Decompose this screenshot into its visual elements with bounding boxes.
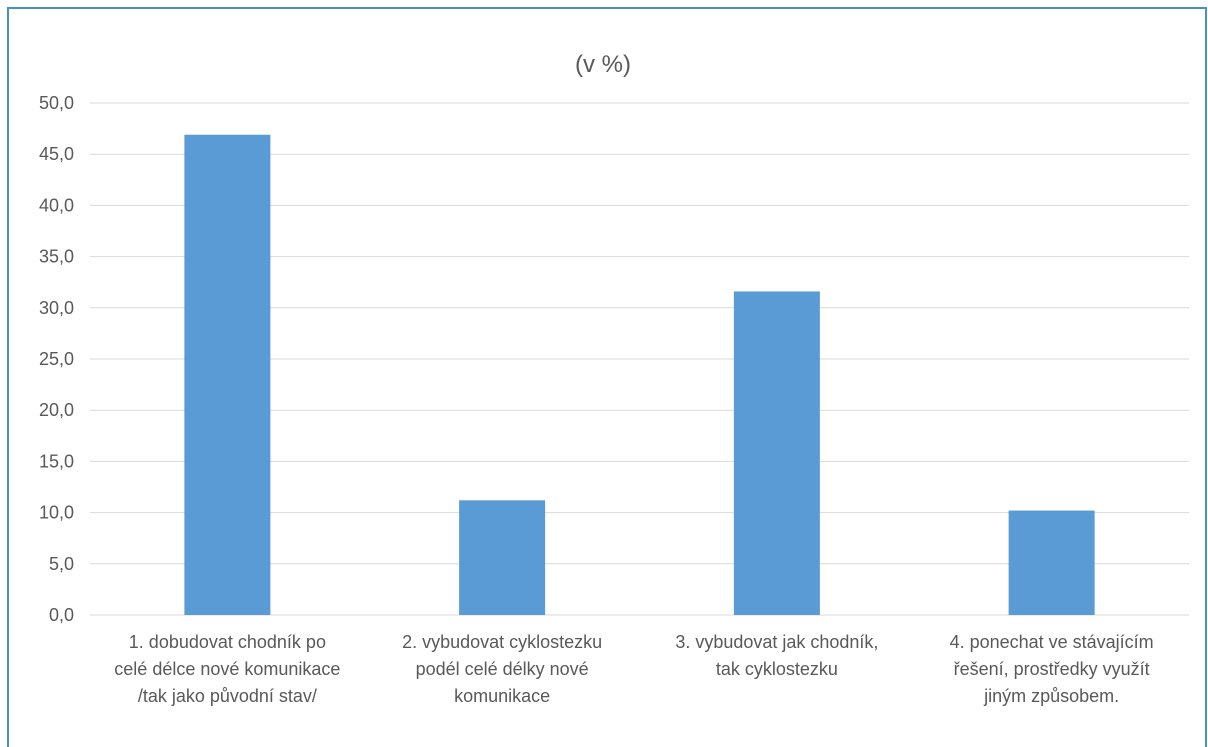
y-tick-label: 25,0	[39, 349, 74, 369]
y-axis-ticks: 0,0 5,0 10,0 15,0 20,0 25,0 30,0 35,0 40,0 45,0 50…	[39, 93, 74, 625]
bar	[459, 500, 546, 615]
y-tick-label: 50,0	[39, 93, 74, 113]
bar	[733, 291, 820, 615]
x-category-label-line: 1. dobudovat chodník po	[129, 632, 326, 652]
y-tick-label: 35,0	[39, 247, 74, 267]
x-category-label-line: 3. vybudovat jak chodník,	[675, 632, 878, 652]
x-category-label: 4. ponechat ve stávajícím řešení, prostře…	[950, 632, 1154, 706]
y-tick-label: 10,0	[39, 503, 74, 523]
x-category-label-line: řešení, prostředky využít	[954, 659, 1150, 679]
x-category-label-line: komunikace	[454, 686, 550, 706]
x-category-label: 3. vybudovat jak chodník, tak cyklostezku	[675, 632, 878, 679]
x-category-label-line: /tak jako původní stav/	[138, 686, 317, 706]
gridlines	[90, 102, 1189, 616]
x-category-label: 1. dobudovat chodník po celé délce nové k…	[114, 632, 340, 706]
x-category-label-line: podél celé délky nové	[416, 659, 589, 679]
x-category-label-line: tak cyklostezku	[716, 659, 838, 679]
bar	[184, 134, 271, 615]
y-tick-label: 45,0	[39, 144, 74, 164]
x-category-label: 2. vybudovat cyklostezku podél celé délky…	[402, 632, 602, 706]
x-category-label-line: 4. ponechat ve stávajícím	[950, 632, 1154, 652]
y-tick-label: 40,0	[39, 195, 74, 215]
y-tick-label: 5,0	[49, 554, 74, 574]
bar-chart: (v %) 0,0 5,0 10,0 15,0 20,0 25,0 30,0 35,0 40,0…	[39, 51, 1189, 706]
x-category-label-line: jiným způsobem.	[983, 686, 1119, 706]
y-tick-label: 0,0	[49, 605, 74, 625]
bar	[1008, 510, 1095, 615]
y-tick-label: 30,0	[39, 298, 74, 318]
x-category-label-line: celé délce nové komunikace	[114, 659, 340, 679]
chart-title: (v %)	[575, 51, 631, 78]
x-axis-categories: 1. dobudovat chodník po celé délce nové k…	[114, 632, 1153, 706]
y-tick-label: 15,0	[39, 451, 74, 471]
bars	[184, 134, 1095, 615]
x-category-label-line: 2. vybudovat cyklostezku	[402, 632, 602, 652]
y-tick-label: 20,0	[39, 400, 74, 420]
